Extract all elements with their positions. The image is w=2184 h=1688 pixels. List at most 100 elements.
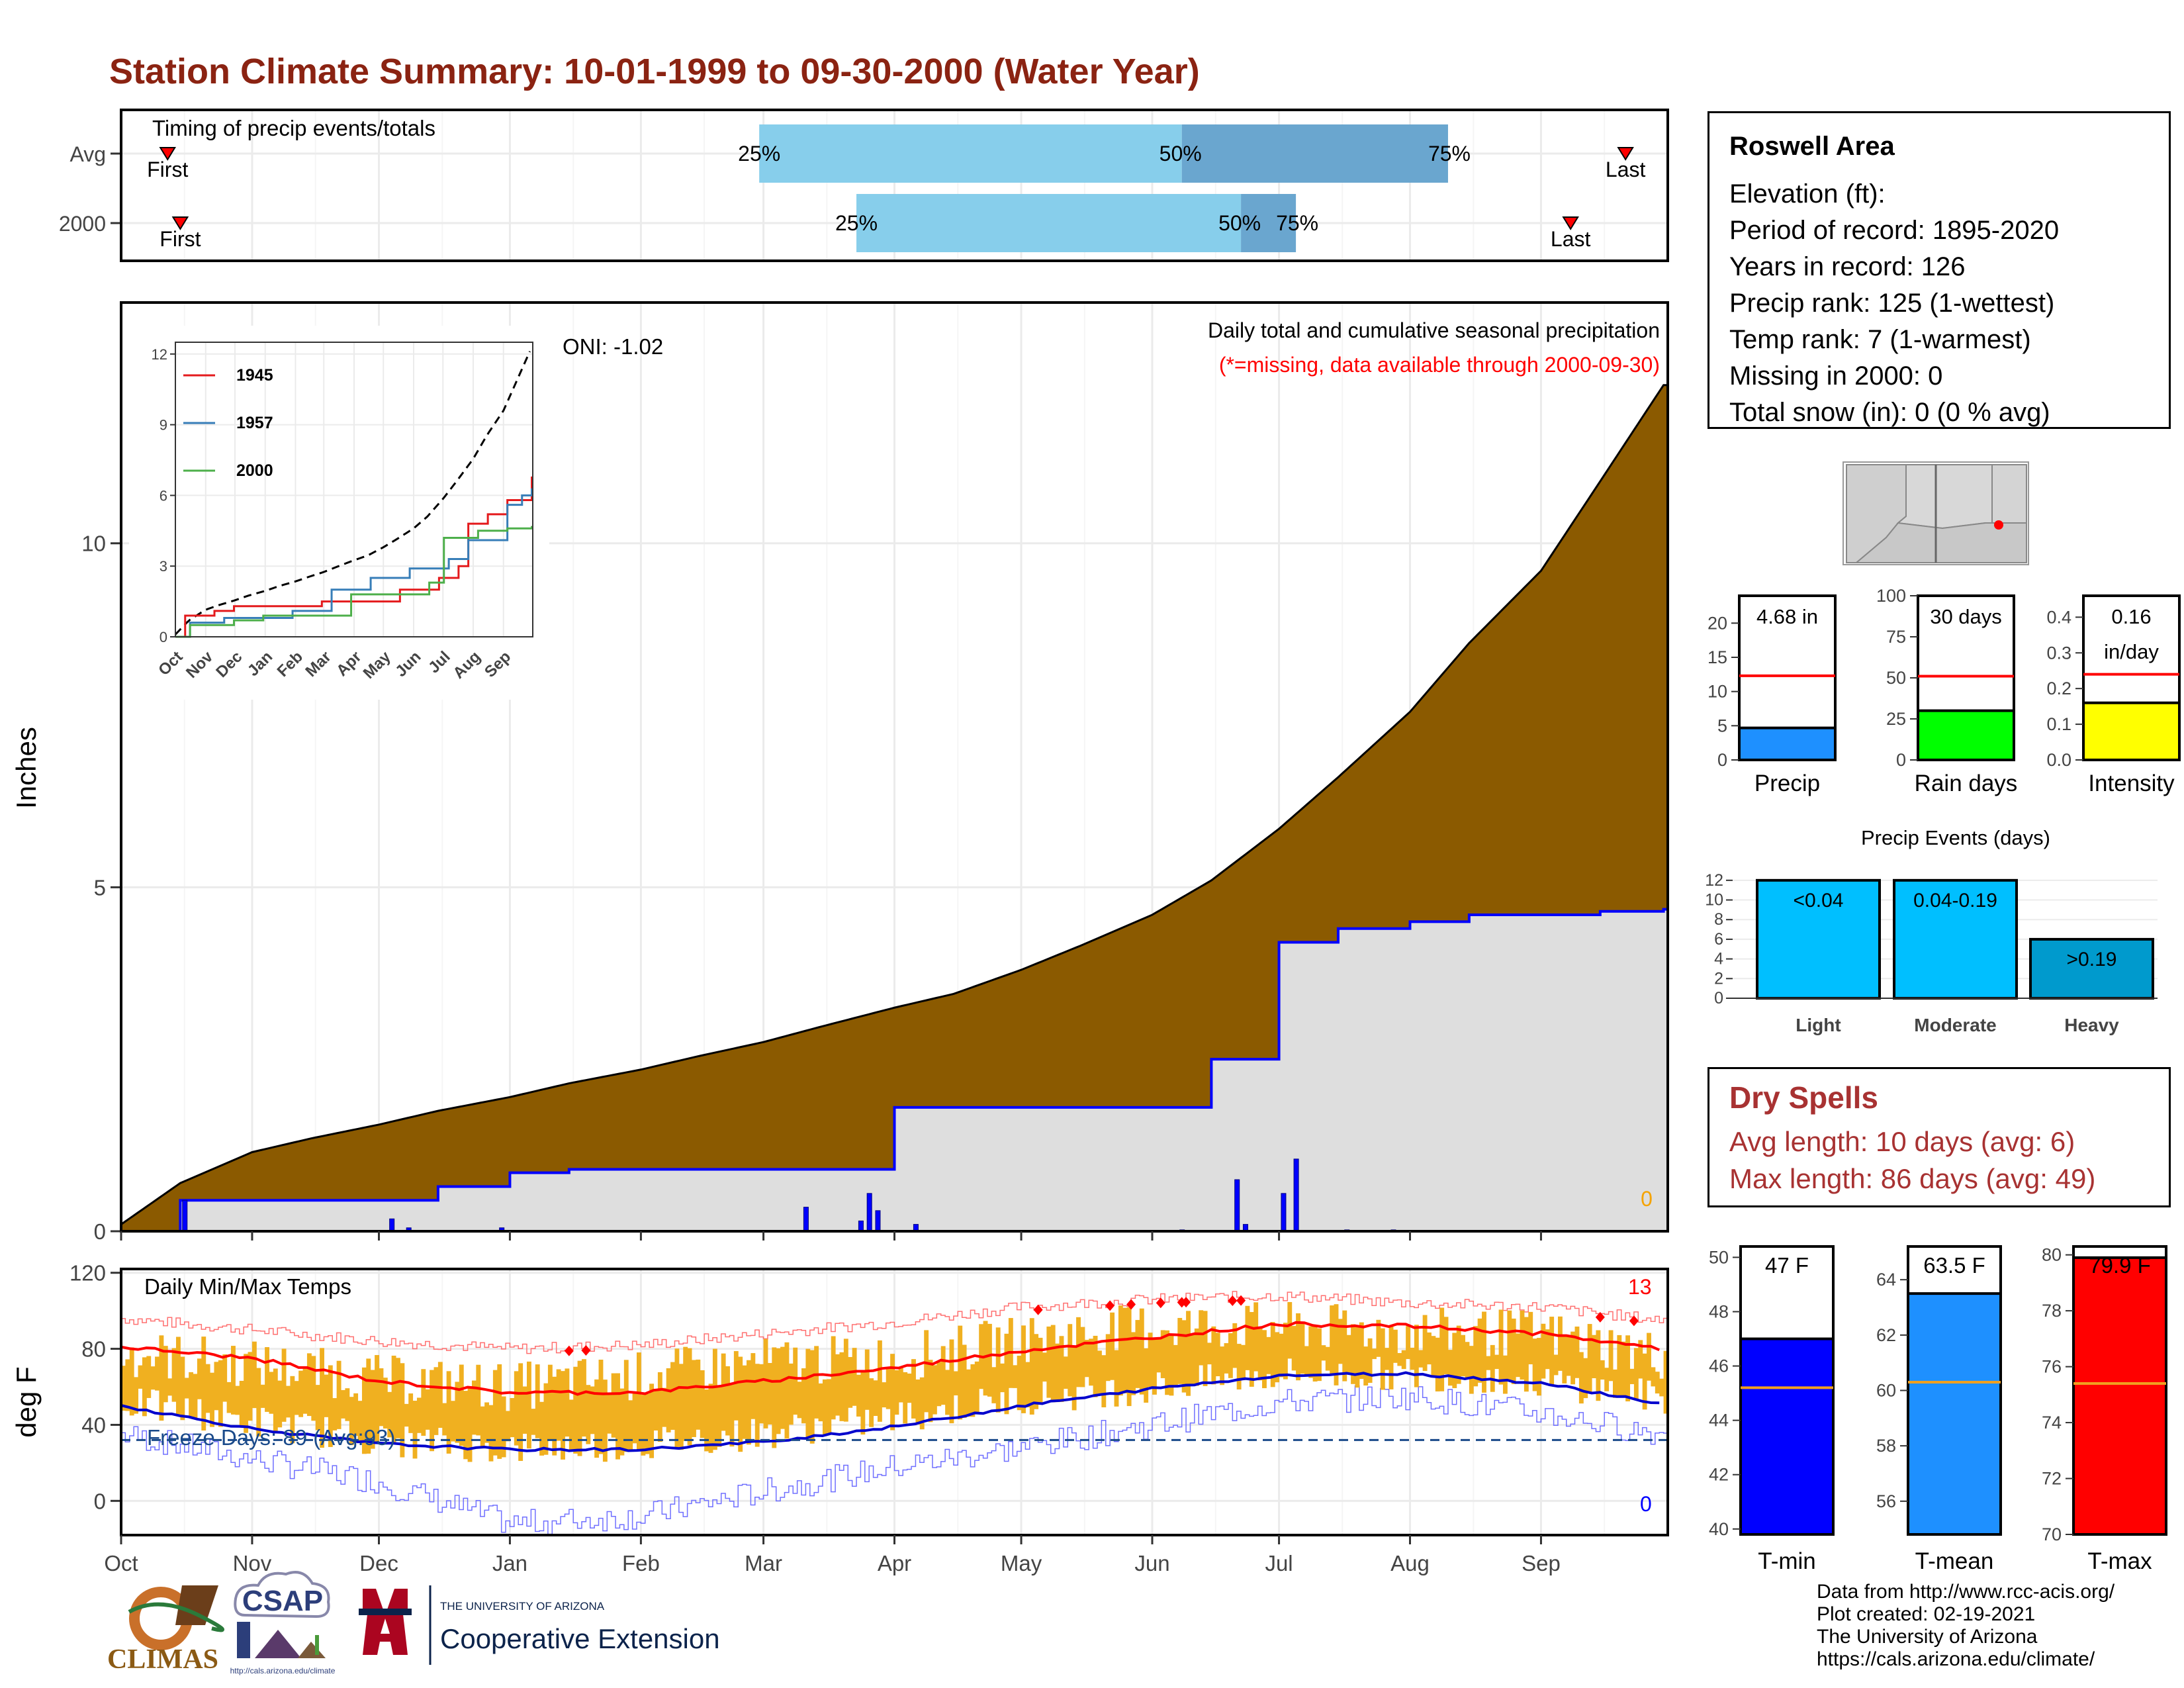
precip-y-tick-label: 5 [94,875,106,900]
daily-temp-bar [1482,1311,1486,1393]
daily-temp-bar [281,1348,287,1422]
daily-temp-bar [692,1360,696,1437]
record-high-marker [1595,1311,1605,1323]
daily-temp-bar [463,1391,469,1460]
daily-temp-bar [1211,1326,1216,1385]
daily-temp-bar [226,1382,232,1413]
daily-temp-bar [619,1388,625,1456]
daily-temp-bar [446,1371,451,1454]
daily-temp-bar [683,1346,688,1441]
daily-temp-bar [142,1357,147,1417]
summary-bar-name: Precip [1754,771,1820,796]
daily-temp-bar [522,1386,527,1434]
daily-temp-bar [1655,1372,1660,1394]
daily-temp-bar [1380,1328,1385,1390]
timing-row-label: 2000 [59,212,106,236]
daily-temp-bar [932,1365,937,1415]
summary-bar-tick-label: 0.4 [2046,607,2071,627]
daily-temp-bar [907,1373,912,1403]
events-category-label: Heavy [2064,1015,2119,1035]
daily-temp-bar [1388,1326,1394,1389]
summary-bar-value [1917,709,2015,761]
daily-temp-bar [1532,1338,1537,1391]
daily-temp-bar [1224,1343,1229,1374]
daily-temp-bar [1190,1333,1195,1385]
daily-temp-bar [637,1352,641,1452]
timing-panel: 25% 50% 75% First Last Avg 25% 50% 75% First Last 2… [59,109,1669,262]
daily-temp-bar [565,1368,570,1437]
inset-legend-label: 1957 [236,414,273,432]
daily-temp-bar [915,1379,921,1425]
inset-series-line [175,526,533,638]
daily-temp-bar [1587,1324,1592,1392]
summary-bar-value-label: 0.16 [2111,605,2151,628]
daily-temp-bar [1034,1334,1039,1409]
daily-temp-bar [940,1346,946,1405]
daily-temp-bar [218,1360,223,1427]
quartile-bar-upper [1181,124,1448,183]
summary-bar-value-unit: in/day [2104,640,2159,663]
daily-temp-bar [171,1348,177,1402]
summary-bar-tick-label: 15 [1707,647,1727,667]
temp-bar-tick-label: 58 [1876,1436,1896,1456]
summary-bar-tick-label: 20 [1707,613,1727,633]
daily-temp-bar [1194,1328,1199,1386]
precip-y-label: Inches [11,727,42,809]
daily-temp-bar [607,1394,612,1434]
daily-temp-bar [958,1325,963,1420]
daily-precip-bar [182,1199,188,1232]
summary-bar-value [2082,701,2181,762]
daily-precip-bar [875,1210,881,1232]
daily-temp-bar [1152,1337,1157,1395]
summary-bar-name: Intensity [2088,771,2175,796]
temp-bar-value [1739,1337,1835,1536]
daily-temp-bar [526,1361,531,1449]
daily-temp-bar [391,1355,396,1444]
daily-temp-bar [1071,1346,1077,1411]
daily-temp-bar [1249,1312,1254,1387]
daily-temp-bar [1516,1333,1521,1378]
daily-temp-bar [1414,1325,1419,1387]
summary-bar-tick-label: 100 [1876,586,1906,606]
daily-temp-bar [1165,1330,1170,1395]
daily-temp-bar [1427,1332,1432,1365]
daily-temp-bar [1076,1317,1081,1387]
daily-temp-bar [235,1385,240,1415]
daily-temp-bar [1241,1344,1246,1381]
daily-temp-bar [1443,1317,1449,1375]
daily-temp-bar [1177,1317,1183,1384]
daily-temp-bar [404,1403,409,1427]
daily-temp-bar [1063,1356,1068,1389]
daily-temp-bar [1562,1335,1567,1383]
record-highs-count: 13 [1628,1275,1652,1299]
daily-temp-bar [552,1376,557,1456]
daily-temp-bar [1300,1322,1305,1374]
daily-temp-bar [251,1341,257,1409]
daily-temp-bar [759,1364,764,1424]
q75-label: 75% [1428,142,1471,165]
daily-temp-bar [721,1353,726,1431]
temp-bar-tick-label: 62 [1876,1325,1896,1345]
daily-temp-bar [1431,1336,1436,1377]
events-category-label: Moderate [1914,1015,1996,1035]
daily-precip-bar [1234,1179,1240,1232]
daily-temp-bar [1520,1310,1525,1380]
daily-temp-bar [357,1401,363,1442]
daily-temp-bar [138,1365,143,1389]
daily-temp-bar [1110,1312,1115,1380]
daily-temp-bar [197,1358,202,1399]
daily-temp-bar [1270,1322,1275,1387]
temp-bar-tick-label: 46 [1709,1356,1729,1376]
daily-temp-bar [700,1370,705,1438]
daily-temp-bar [843,1338,848,1422]
last-event-label: Last [1551,227,1591,251]
daily-temp-bar [1418,1350,1424,1368]
daily-temp-bar [561,1371,565,1460]
daily-temp-bar [678,1364,684,1450]
credit-url: https://cals.arizona.edu/climate/ [1817,1648,2095,1670]
station-temp-rank: Temp rank: 7 (1-warmest) [1729,325,2031,354]
daily-temp-bar [1232,1323,1238,1368]
temp-panel: 0 40 80 120 Daily Min/Max Temps Freeze Days… [11,1231,1669,1575]
q50-label: 50% [1218,211,1261,235]
